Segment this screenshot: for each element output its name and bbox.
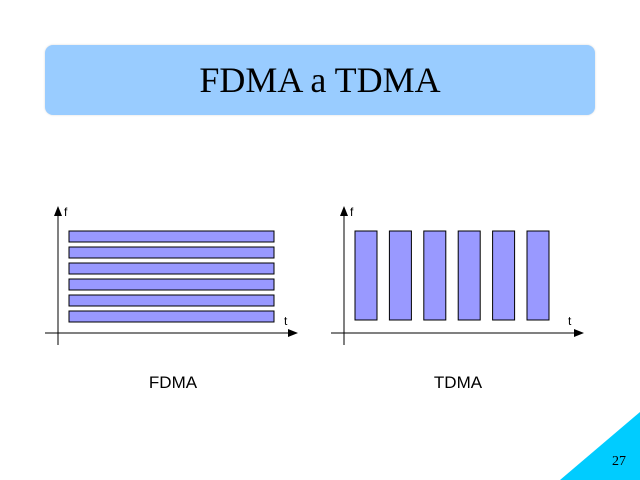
tdma-x-axis-label: t [568,314,572,328]
fdma-band [68,246,275,259]
fdma-diagram: f t [45,205,298,345]
tdma-diagram: f t [331,205,584,345]
fdma-band [68,262,275,275]
tdma-slot [457,230,481,321]
tdma-slots [354,230,550,321]
fdma-caption: FDMA [148,373,198,392]
fdma-band [68,230,275,243]
slide-title: FDMA a TDMA [199,60,441,100]
tdma-slot [423,230,447,321]
fdma-bands [68,230,275,323]
tdma-caption: TDMA [433,373,483,392]
title-banner: FDMA a TDMA [45,45,595,115]
page-number: 27 [612,454,626,469]
tdma-y-axis-label: f [350,205,354,219]
fdma-band [68,278,275,291]
fdma-band [68,294,275,307]
fdma-x-axis-label: t [284,314,288,328]
fdma-band [68,310,275,323]
fdma-y-axis-label: f [64,205,68,219]
tdma-slot [388,230,412,321]
tdma-slot [526,230,550,321]
corner-decoration [560,412,640,480]
tdma-slot [354,230,378,321]
tdma-slot [492,230,516,321]
